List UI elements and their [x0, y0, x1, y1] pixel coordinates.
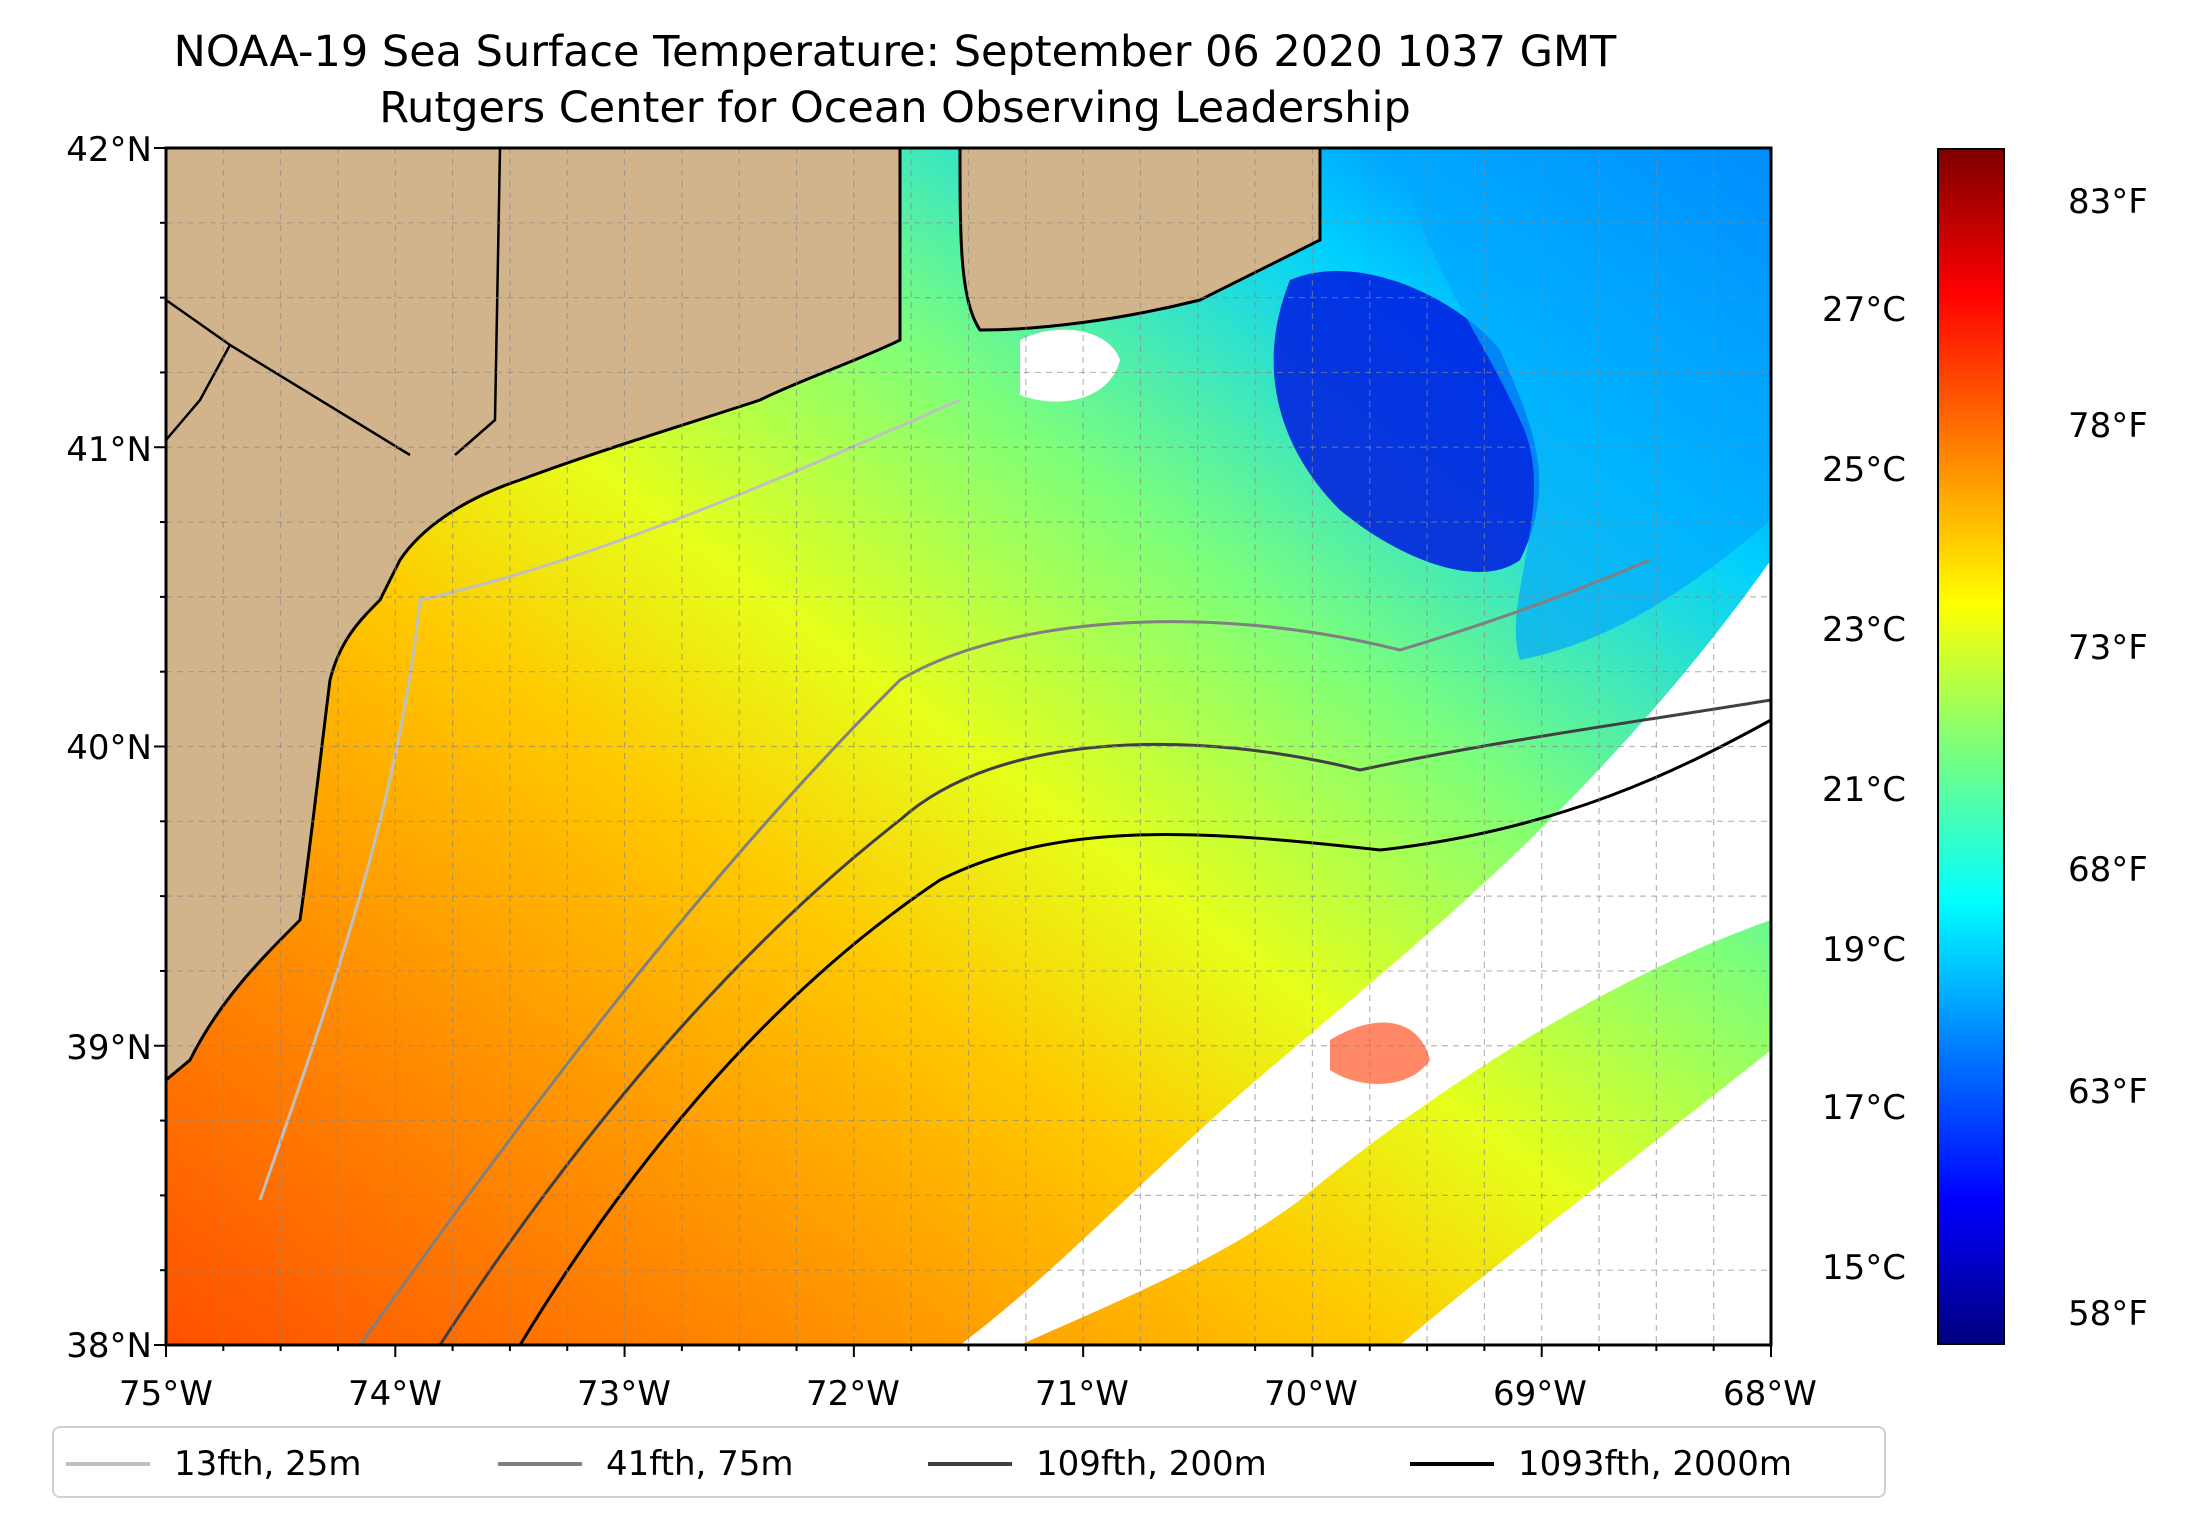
cloud-band [960, 560, 1771, 1345]
colorbar-celsius-label: 27°C [1821, 290, 1906, 330]
depth-contour-200m [438, 698, 1771, 1345]
lat-label: 38°N [66, 1326, 152, 1366]
legend-label: 109fth, 200m [1036, 1444, 1267, 1484]
depth-contour-75m [358, 558, 1651, 1345]
chart-subtitle: Rutgers Center for Ocean Observing Leade… [379, 83, 1411, 133]
colorbar-fahrenheit-label: 58°F [2068, 1294, 2148, 1334]
lon-label: 69°W [1493, 1374, 1587, 1414]
lon-label: 70°W [1264, 1374, 1358, 1414]
map-gridlines [166, 148, 1771, 1345]
colorbar-celsius-label: 23°C [1821, 610, 1906, 650]
lat-label: 42°N [66, 130, 152, 170]
colorbar-fahrenheit-label: 73°F [2068, 628, 2148, 668]
legend-label: 13fth, 25m [174, 1444, 362, 1484]
legend-item: 41fth, 75m [498, 1444, 794, 1484]
colorbar-fahrenheit-label: 68°F [2068, 850, 2148, 890]
cold-water-patch [1273, 270, 1540, 572]
lon-label: 75°W [119, 1374, 213, 1414]
legend-label: 41fth, 75m [606, 1444, 794, 1484]
axis-ticks [154, 147, 1772, 1357]
cool-water-area [1400, 148, 1771, 660]
legend: 13fth, 25m 41fth, 75m 109fth, 200m 1093f… [52, 1426, 1886, 1498]
cloud-patch [1020, 329, 1120, 402]
lat-label: 41°N [66, 430, 152, 470]
legend-item: 1093fth, 2000m [1410, 1444, 1792, 1484]
colorbar-celsius-label: 21°C [1821, 770, 1906, 810]
colorbar-celsius-label: 25°C [1821, 450, 1906, 490]
lon-label: 73°W [577, 1374, 671, 1414]
colorbar [1937, 148, 2005, 1345]
colorbar-fahrenheit-label: 78°F [2068, 406, 2148, 446]
lon-label: 72°W [806, 1374, 900, 1414]
lat-label: 40°N [66, 728, 152, 768]
legend-item: 13fth, 25m [66, 1444, 362, 1484]
legend-swatch [928, 1462, 1012, 1466]
legend-swatch [1410, 1462, 1494, 1466]
land [166, 148, 902, 1082]
colorbar-celsius-label: 19°C [1821, 930, 1906, 970]
state-border [166, 148, 502, 457]
depth-contour-25m [258, 398, 961, 1201]
colorbar-fahrenheit-label: 63°F [2068, 1072, 2148, 1112]
legend-item: 109fth, 200m [928, 1444, 1267, 1484]
depth-contour-2000m [518, 718, 1771, 1345]
lon-label: 74°W [348, 1374, 442, 1414]
chart-title: NOAA-19 Sea Surface Temperature: Septemb… [173, 27, 1617, 77]
lat-label: 39°N [66, 1028, 152, 1068]
lon-label: 71°W [1035, 1374, 1129, 1414]
warm-core [1330, 1022, 1430, 1084]
colorbar-fahrenheit-label: 83°F [2068, 182, 2148, 222]
legend-label: 1093fth, 2000m [1518, 1444, 1793, 1484]
colorbar-celsius-label: 15°C [1821, 1248, 1906, 1288]
legend-swatch [66, 1462, 150, 1466]
lon-label: 68°W [1723, 1374, 1817, 1414]
legend-swatch [498, 1462, 582, 1466]
cloud-band [1400, 1050, 1771, 1345]
colorbar-celsius-label: 17°C [1821, 1088, 1906, 1128]
